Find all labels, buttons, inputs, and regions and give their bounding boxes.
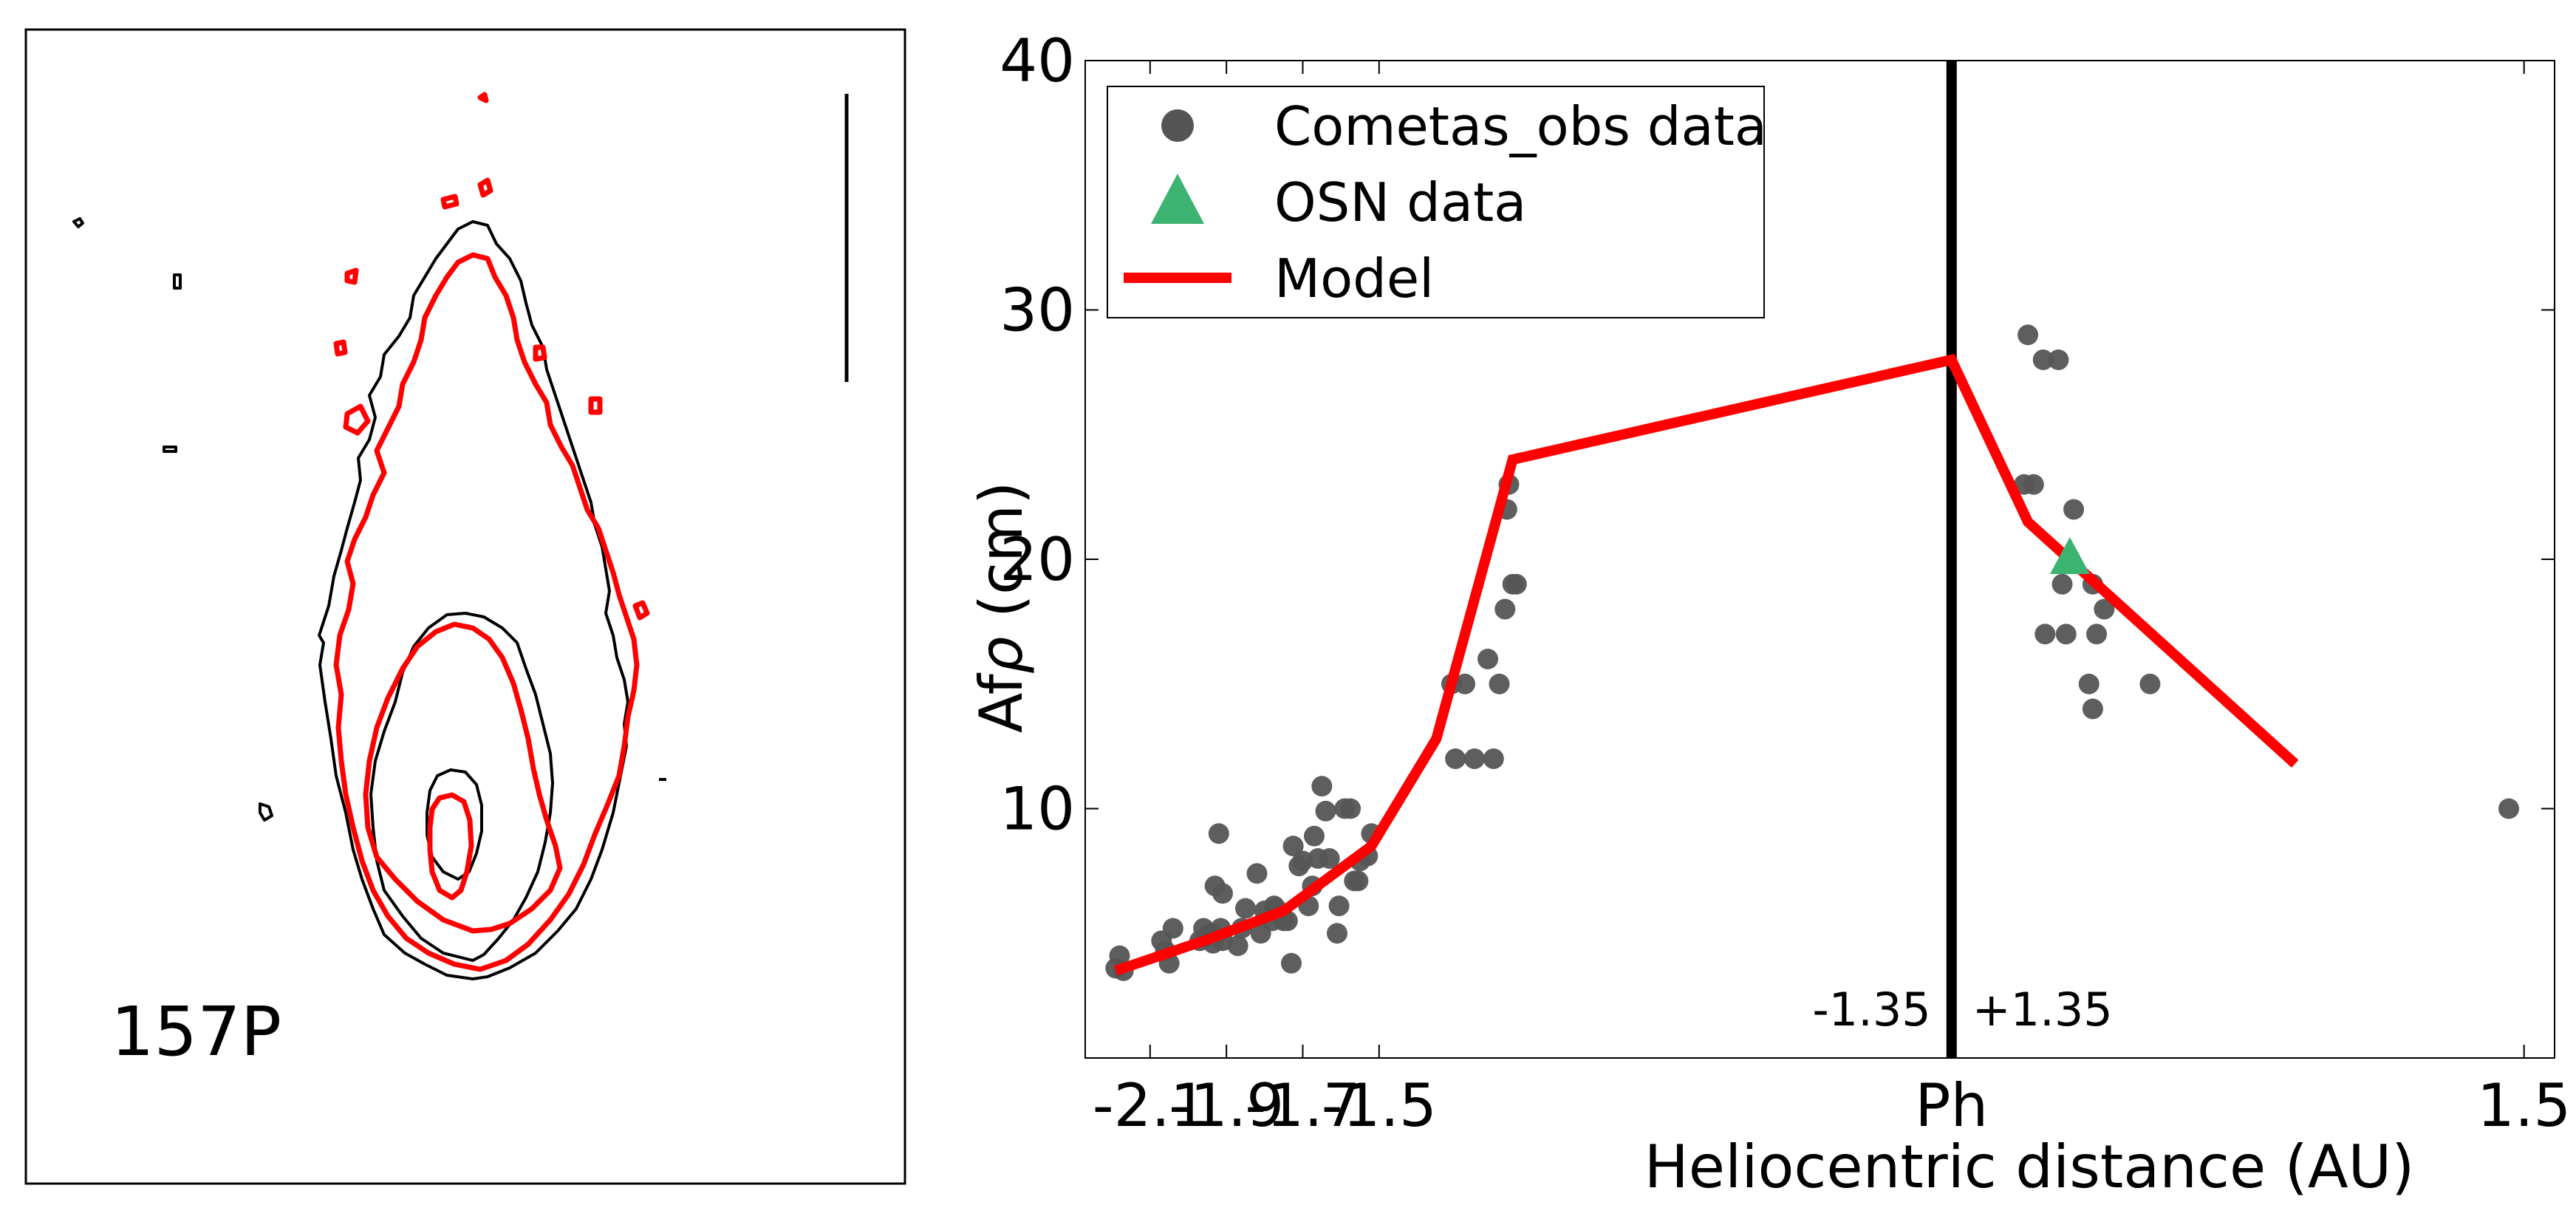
model-line — [1114, 353, 2299, 976]
x-axis-label: Heliocentric distance (AU) — [1644, 1133, 2415, 1201]
cometas-obs-point — [1477, 649, 1499, 669]
legend-label: OSN data — [1274, 171, 1526, 233]
cometas-obs-point — [2035, 624, 2056, 645]
cometas-obs-point — [2051, 573, 2073, 595]
cometas-obs-point — [1494, 598, 1516, 620]
y-tick-label: 20 — [1000, 525, 1075, 594]
cometas-obs-point — [1162, 918, 1183, 939]
contour-image: 157P — [24, 28, 906, 1185]
legend-label: Cometas_obs data — [1274, 95, 1767, 157]
cometas-obs-point — [1280, 952, 1302, 974]
x-tick-label: -1.7 — [1245, 1071, 1360, 1140]
x-tick-label: -1.9 — [1169, 1071, 1284, 1140]
cometas-obs-point — [1489, 673, 1510, 694]
series-layer — [1105, 324, 2520, 981]
cometas-obs-point — [2139, 673, 2161, 694]
cometas-obs-point — [1445, 748, 1466, 769]
ticks-layer: -2.1-1.9-1.7-1.5 Ph 1.5 10 20 30 40 — [1000, 27, 2571, 1140]
cometas-obs-point — [1311, 776, 1333, 797]
cometas-obs-point — [2048, 349, 2069, 370]
image-frame — [24, 28, 906, 1185]
x-tick-label: -1.5 — [1322, 1071, 1437, 1140]
cometas-obs-point — [2055, 624, 2077, 645]
x-tick-label: 1.5 — [2477, 1071, 2571, 1140]
cometas-obs-point — [1319, 848, 1340, 869]
cometas-obs-point — [1292, 850, 1313, 872]
cometas-obs-point — [1315, 800, 1336, 822]
cometas-obs-point — [1282, 836, 1304, 857]
cometas-obs-point — [1227, 935, 1248, 957]
contour-image-panel: 157P — [0, 0, 923, 1219]
red-contours — [333, 92, 650, 972]
cometas-obs-point — [2032, 349, 2054, 370]
red-contour-mid — [363, 621, 563, 934]
cometas-obs-point — [1455, 673, 1476, 694]
cometas-obs-point — [1347, 870, 1369, 892]
cometas-obs-point — [1506, 573, 1527, 595]
cometas-obs-point — [2023, 474, 2044, 495]
cometas-obs-point — [1303, 825, 1325, 847]
chart-panel: -1.35 +1.35 -2.1 -1.9 -1.7 -1.5 Ph 1.5 10 20 30 40… — [923, 0, 2576, 1219]
legend: Cometas_obs data OSN data Model — [1107, 86, 1767, 318]
x-tick-label: -2.1 — [1093, 1071, 1208, 1140]
cometas-obs-point — [2498, 798, 2520, 819]
legend-triangle-marker — [1151, 174, 1204, 224]
perihelion-right-label: +1.35 — [1972, 983, 2113, 1037]
y-tick-label: 10 — [1000, 775, 1075, 844]
red-contour-core — [427, 792, 474, 901]
cometas-obs-point — [2094, 598, 2115, 620]
osn-point — [2049, 537, 2090, 574]
red-contour-outer — [333, 252, 640, 972]
cometas-obs-point — [1328, 895, 1350, 917]
perihelion-layer: -1.35 +1.35 — [1114, 61, 2299, 1058]
cometas-obs-point — [2018, 324, 2039, 346]
perihelion-left-label: -1.35 — [1812, 983, 1930, 1037]
legend-circle-marker — [1161, 109, 1194, 142]
panel-label: 157P — [111, 992, 281, 1071]
cometas-obs-point — [1463, 748, 1485, 769]
y-tick-label: 40 — [1000, 27, 1075, 95]
cometas-obs-point — [1483, 748, 1504, 769]
cometas-obs-point — [1234, 898, 1256, 919]
cometas-obs-point — [2063, 499, 2085, 520]
cometas-obs-point — [1326, 923, 1347, 944]
series-cometas-obs — [1105, 324, 2520, 981]
black-contour-outer — [318, 220, 629, 980]
cometas-obs-point — [1246, 863, 1268, 884]
cometas-obs-point — [1208, 823, 1229, 844]
legend-label: Model — [1274, 248, 1434, 310]
cometas-obs-point — [2086, 624, 2108, 645]
cometas-obs-point — [2078, 673, 2100, 694]
cometas-obs-point — [1340, 798, 1362, 819]
cometas-obs-point — [2082, 698, 2103, 720]
y-axis-label: Afρ (cm) — [967, 482, 1036, 734]
y-tick-label: 30 — [1000, 276, 1075, 345]
cometas-obs-point — [1212, 883, 1233, 904]
x-tick-label: Ph — [1915, 1071, 1988, 1140]
afrho-chart: -1.35 +1.35 -2.1-1.9-1.7-1.5 Ph 1.5 10 20 30 40… — [967, 27, 2571, 1201]
